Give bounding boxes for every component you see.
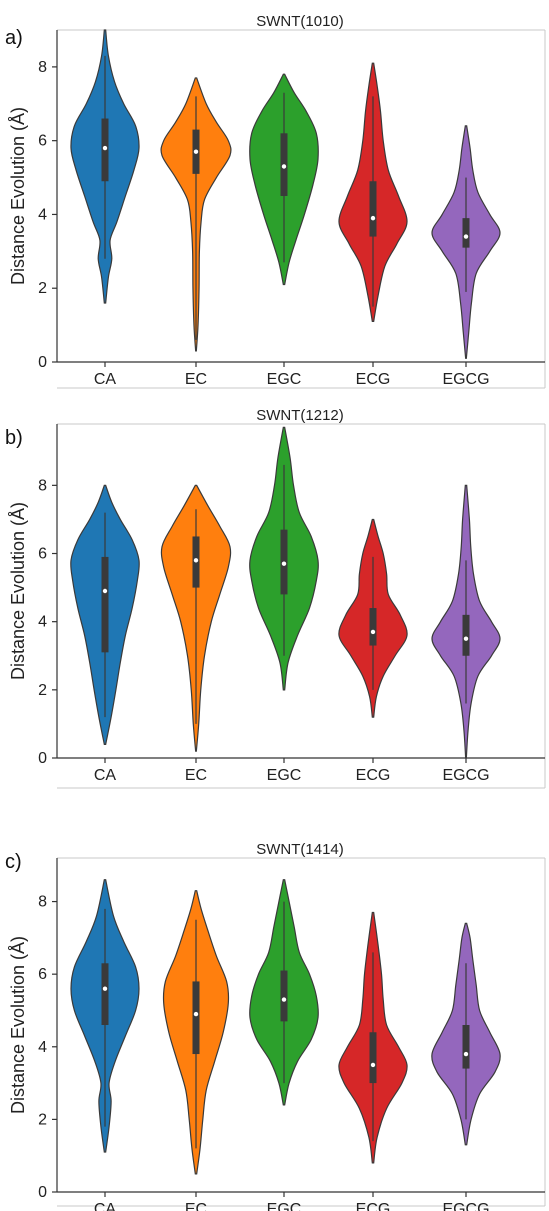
chart-title: SWNT(1212) xyxy=(256,407,344,424)
median-egc xyxy=(281,997,287,1002)
median-egcg xyxy=(463,234,469,239)
y-axis-label: Distance Evolution (Å) xyxy=(8,502,28,680)
iqr-box-egcg xyxy=(462,614,470,656)
y-tick-label: 4 xyxy=(38,614,47,631)
median-egc xyxy=(281,164,287,169)
chart-title: SWNT(1414) xyxy=(256,841,344,858)
y-tick-label: 4 xyxy=(38,1039,47,1056)
panel-label: b) xyxy=(5,427,23,449)
iqr-box-egcg xyxy=(462,218,470,248)
iqr-box-egcg xyxy=(462,1025,470,1069)
y-tick-label: 0 xyxy=(38,750,47,767)
median-egcg xyxy=(463,636,469,641)
y-tick-label: 2 xyxy=(38,1111,47,1128)
iqr-box-ecg xyxy=(369,1032,377,1084)
y-axis-label: Distance Evolution (Å) xyxy=(8,107,28,285)
x-tick-label: EC xyxy=(185,1201,207,1211)
y-tick-label: 4 xyxy=(38,206,47,223)
iqr-box-ecg xyxy=(369,608,377,646)
iqr-box-ca xyxy=(101,963,109,1025)
x-tick-label: CA xyxy=(94,1201,117,1211)
x-tick-label: EGCG xyxy=(442,767,489,784)
y-tick-label: 8 xyxy=(38,477,47,494)
x-tick-label: EC xyxy=(185,767,207,784)
iqr-box-ecg xyxy=(369,181,377,237)
panel-label: a) xyxy=(5,27,23,49)
y-tick-label: 8 xyxy=(38,894,47,911)
x-tick-label: ECG xyxy=(356,1201,391,1211)
panel-2: c) SWNT(1414) 0 2 4 6 8 Distance Evolution (Å) C… xyxy=(5,841,546,1211)
x-tick-label: EGC xyxy=(267,767,302,784)
median-ecg xyxy=(370,215,376,221)
median-ecg xyxy=(370,629,376,635)
panel-0: a) SWNT(1010) 0 2 4 6 8 Distance Evolution (Å) C… xyxy=(5,13,546,389)
median-ca xyxy=(102,588,108,594)
x-tick-label: EGCG xyxy=(442,371,489,388)
median-ca xyxy=(102,145,108,151)
x-tick-label: EGC xyxy=(267,1201,302,1211)
y-tick-label: 8 xyxy=(38,59,47,76)
median-ecg xyxy=(370,1062,376,1068)
y-tick-label: 6 xyxy=(38,133,47,150)
x-tick-label: EC xyxy=(185,371,207,388)
median-ca xyxy=(102,986,108,991)
x-tick-label: CA xyxy=(94,371,117,388)
iqr-box-ec xyxy=(192,981,200,1055)
x-tick-label: EGCG xyxy=(442,1201,489,1211)
median-ec xyxy=(193,558,199,563)
y-tick-label: 6 xyxy=(38,546,47,563)
y-tick-label: 6 xyxy=(38,966,47,983)
x-tick-label: CA xyxy=(94,767,117,784)
y-tick-label: 0 xyxy=(38,354,47,371)
median-egcg xyxy=(463,1051,469,1057)
panel-1: b) SWNT(1212) 0 2 4 6 8 Distance Evolution (Å) C… xyxy=(5,407,546,789)
panel-label: c) xyxy=(5,851,22,873)
median-ec xyxy=(193,1011,199,1017)
median-egc xyxy=(281,561,287,566)
chart-title: SWNT(1010) xyxy=(256,13,344,30)
iqr-box-egc xyxy=(280,970,288,1022)
y-tick-label: 2 xyxy=(38,682,47,699)
y-tick-label: 0 xyxy=(38,1184,47,1201)
iqr-box-ca xyxy=(101,556,109,653)
x-tick-label: EGC xyxy=(267,371,302,388)
y-axis-label: Distance Evolution (Å) xyxy=(8,936,28,1114)
median-ec xyxy=(193,149,199,154)
x-tick-label: ECG xyxy=(356,767,391,784)
y-tick-label: 2 xyxy=(38,280,47,297)
x-tick-label: ECG xyxy=(356,371,391,388)
